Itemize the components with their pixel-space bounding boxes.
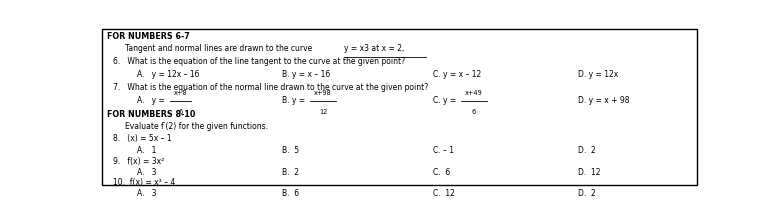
Text: 6: 6 — [472, 109, 477, 115]
Text: 6: 6 — [178, 109, 183, 115]
Text: 12: 12 — [319, 109, 327, 115]
Text: x+8: x+8 — [173, 90, 187, 96]
Text: 7.   What is the equation of the normal line drawn to the curve at the given poi: 7. What is the equation of the normal li… — [112, 83, 428, 92]
Text: 10.  f(x) = x³ – 4: 10. f(x) = x³ – 4 — [112, 178, 175, 187]
Text: 8.   (x) = 5x – 1: 8. (x) = 5x – 1 — [112, 134, 172, 143]
Text: 6.   What is the equation of the line tangent to the curve at the given point?: 6. What is the equation of the line tang… — [112, 57, 405, 66]
Text: B. y =: B. y = — [282, 96, 305, 105]
Text: D. y = 12x: D. y = 12x — [578, 70, 619, 79]
Text: C. y = x – 12: C. y = x – 12 — [433, 70, 481, 79]
Text: C. – 1: C. – 1 — [433, 146, 454, 155]
Text: B. y = x – 16: B. y = x – 16 — [282, 70, 330, 79]
Text: y = x3 at x = 2,: y = x3 at x = 2, — [344, 45, 405, 53]
Text: A.   y =: A. y = — [136, 96, 165, 105]
Text: C.  6: C. 6 — [433, 168, 450, 177]
Text: D.  12: D. 12 — [578, 168, 601, 177]
Text: A.   3: A. 3 — [136, 168, 156, 177]
Text: A.   3: A. 3 — [136, 189, 156, 198]
Text: Evaluate f′(2) for the given functions.: Evaluate f′(2) for the given functions. — [125, 122, 268, 131]
Text: FOR NUMBERS 8-10: FOR NUMBERS 8-10 — [107, 109, 195, 118]
Text: B.  6: B. 6 — [282, 189, 299, 198]
FancyBboxPatch shape — [102, 29, 697, 186]
Text: A.   y = 12x – 16: A. y = 12x – 16 — [136, 70, 200, 79]
Text: D.  2: D. 2 — [578, 189, 596, 198]
Text: C. y =: C. y = — [433, 96, 456, 105]
Text: D.  2: D. 2 — [578, 146, 596, 155]
Text: A.   1: A. 1 — [136, 146, 156, 155]
Text: B.  2: B. 2 — [282, 168, 299, 177]
Text: B.  5: B. 5 — [282, 146, 299, 155]
Text: 9.   f(x) = 3x²: 9. f(x) = 3x² — [112, 157, 164, 166]
Text: C.  12: C. 12 — [433, 189, 455, 198]
Text: FOR NUMBERS 6-7: FOR NUMBERS 6-7 — [107, 32, 190, 41]
Text: x+49: x+49 — [465, 90, 483, 96]
Text: D. y = x + 98: D. y = x + 98 — [578, 96, 629, 105]
Text: Tangent and normal lines are drawn to the curve: Tangent and normal lines are drawn to th… — [125, 45, 314, 53]
Text: x+98: x+98 — [314, 90, 332, 96]
